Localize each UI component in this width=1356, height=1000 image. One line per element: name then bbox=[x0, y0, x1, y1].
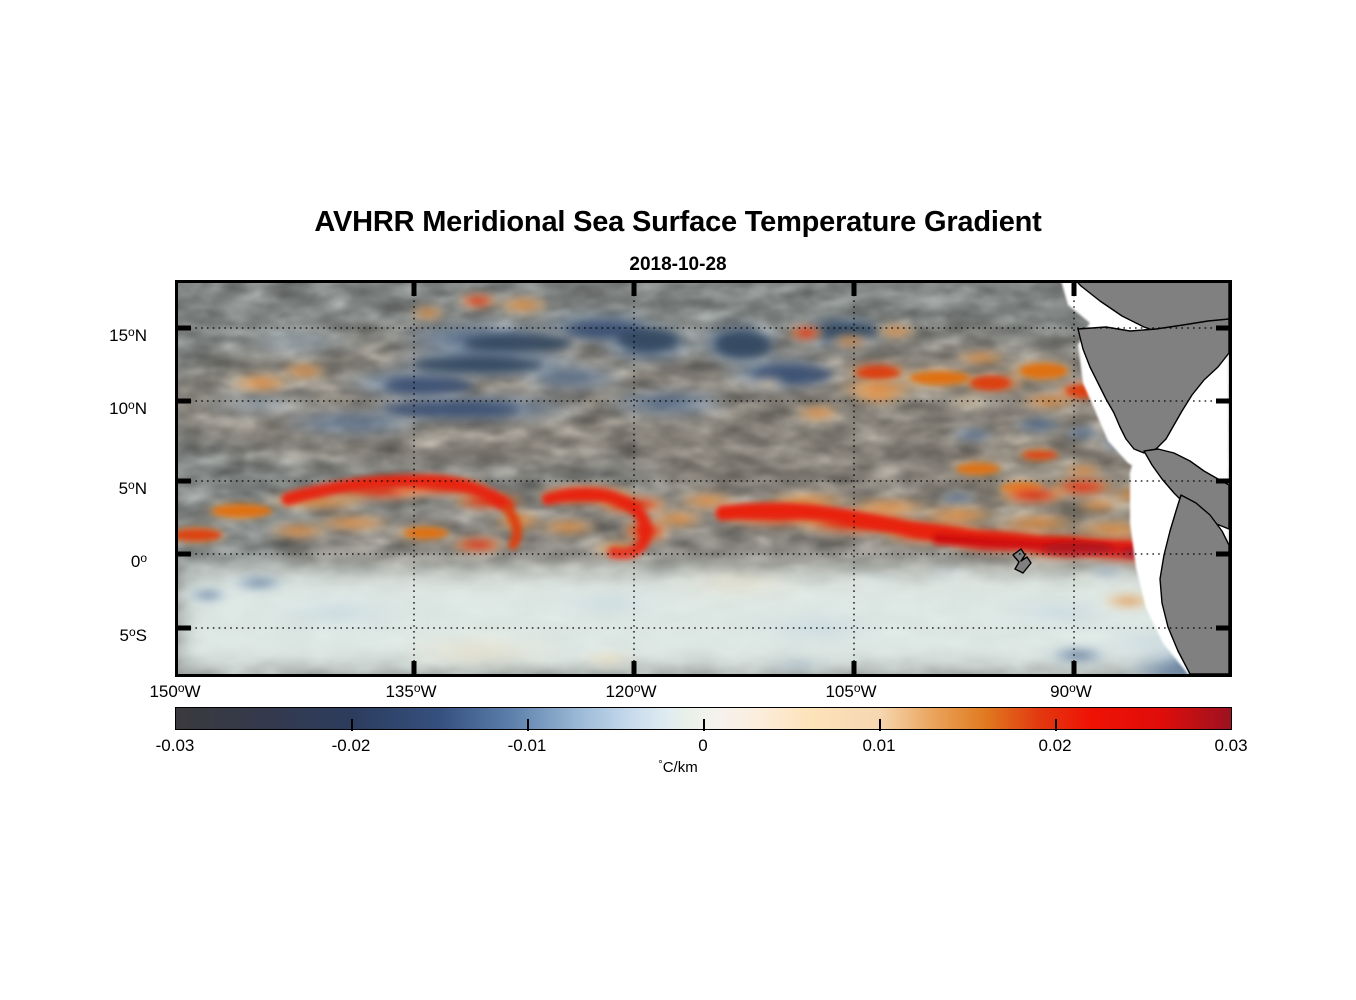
colorbar-tick bbox=[879, 719, 881, 731]
xtick-label: 120oW bbox=[605, 681, 657, 701]
figure-subtitle: 2018-10-28 bbox=[629, 254, 727, 275]
page-title: AVHRR Meridional Sea Surface Temperature… bbox=[314, 206, 1042, 238]
colorbar-tick-label: -0.03 bbox=[155, 736, 195, 755]
xtick-label: 105oW bbox=[825, 681, 877, 701]
colorbar-tick-label: 0.01 bbox=[862, 736, 896, 755]
map-axes[interactable] bbox=[175, 280, 1232, 677]
colorbar-tick bbox=[1055, 719, 1057, 731]
colorbar[interactable] bbox=[175, 707, 1232, 731]
colorbar-tick-label: -0.02 bbox=[331, 736, 371, 755]
ytick-label: 10oN bbox=[109, 398, 147, 418]
colorbar-tick bbox=[703, 719, 705, 731]
colorbar-tick bbox=[351, 719, 353, 731]
colorbar-unit-label: °C/km bbox=[658, 759, 698, 776]
colorbar-tick-label: 0.02 bbox=[1038, 736, 1072, 755]
ytick-label: 5oN bbox=[118, 478, 147, 498]
colorbar-gradient bbox=[176, 708, 1231, 729]
xtick-label: 135oW bbox=[385, 681, 437, 701]
ytick-label: 0o bbox=[130, 551, 147, 571]
colorbar-tick-label: 0 bbox=[698, 736, 708, 755]
xtick-label: 150oW bbox=[149, 681, 201, 701]
xtick-label: 90oW bbox=[1050, 681, 1092, 701]
colorbar-tick bbox=[527, 719, 529, 731]
ytick-label: 5oS bbox=[119, 625, 148, 645]
colorbar-tick-label: 0.03 bbox=[1214, 736, 1248, 755]
colorbar-tick-label: -0.01 bbox=[507, 736, 547, 755]
sst-gradient-heatmap bbox=[178, 283, 1229, 674]
ytick-label: 15oN bbox=[109, 325, 147, 345]
